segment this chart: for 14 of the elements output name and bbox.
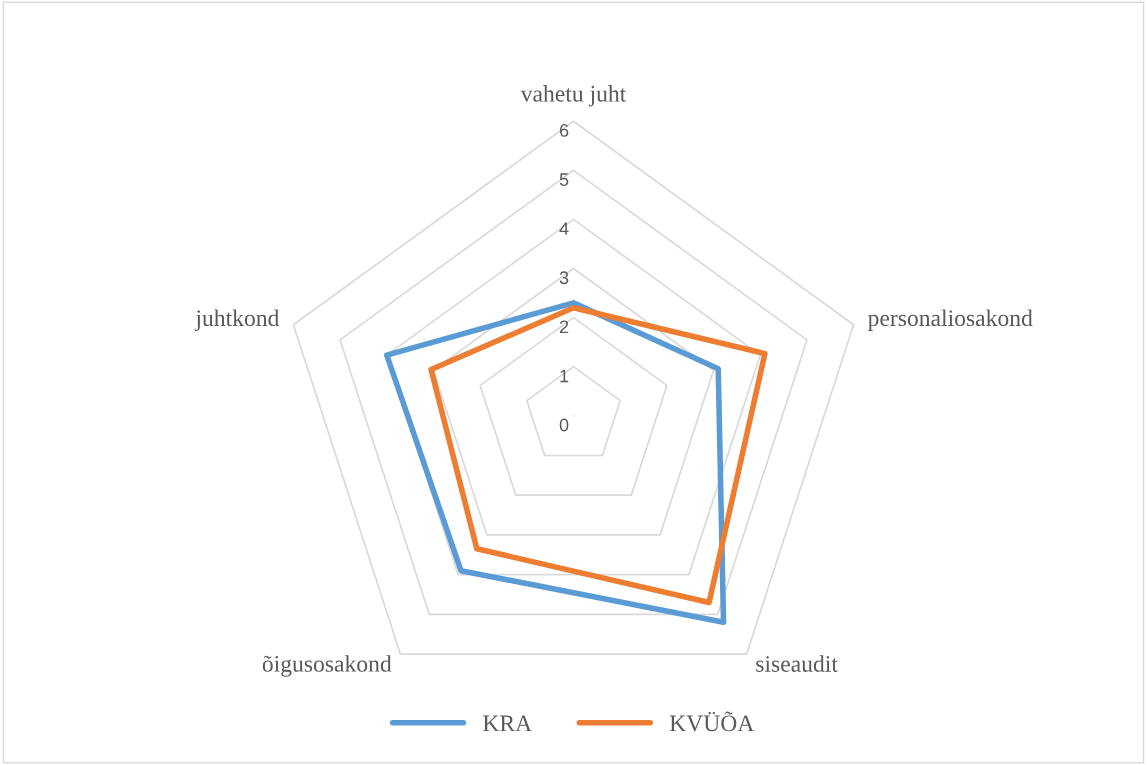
legend-label: KVÜÕA	[669, 711, 755, 732]
y-tick-label: 6	[559, 124, 569, 137]
spoke-label: juhtkond	[194, 309, 280, 331]
spoke-label: vahetu juht	[520, 85, 627, 107]
y-tick-label: 0	[559, 418, 569, 432]
y-tick-label: 5	[559, 173, 569, 186]
y-tick-label: 4	[559, 222, 569, 235]
y-tick-label: 3	[559, 271, 569, 285]
spoke-label: siseaudit	[756, 655, 838, 672]
spoke-label: õigusosakond	[262, 655, 392, 677]
spoke-label: personaliosakond	[868, 309, 1033, 331]
y-tick-label: 1	[560, 369, 569, 383]
y-tick-label: 2	[559, 320, 569, 334]
legend-label: KRA	[483, 715, 533, 732]
